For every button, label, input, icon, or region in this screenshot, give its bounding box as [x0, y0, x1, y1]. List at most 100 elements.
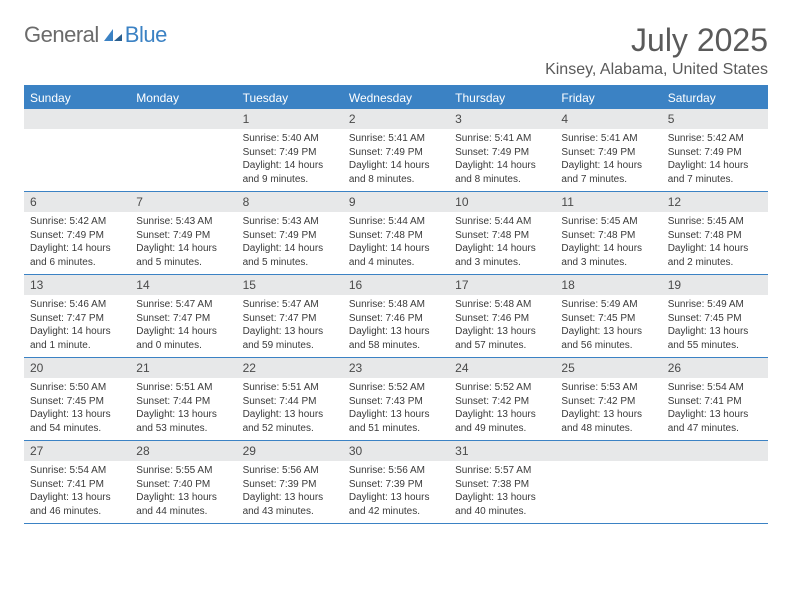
day-number: 21 — [130, 358, 236, 378]
daylight-text: Daylight: 14 hours and 1 minute. — [30, 325, 124, 352]
sunrise-text: Sunrise: 5:42 AM — [30, 215, 124, 229]
day-cell: 25Sunrise: 5:53 AMSunset: 7:42 PMDayligh… — [555, 358, 661, 440]
day-number — [24, 109, 130, 129]
weekday-header-row: SundayMondayTuesdayWednesdayThursdayFrid… — [24, 87, 768, 109]
title-block: July 2025 Kinsey, Alabama, United States — [545, 22, 768, 79]
day-details: Sunrise: 5:40 AMSunset: 7:49 PMDaylight:… — [237, 129, 343, 190]
day-number: 14 — [130, 275, 236, 295]
day-details: Sunrise: 5:56 AMSunset: 7:39 PMDaylight:… — [343, 461, 449, 522]
day-number: 22 — [237, 358, 343, 378]
day-cell: 1Sunrise: 5:40 AMSunset: 7:49 PMDaylight… — [237, 109, 343, 191]
day-cell: 7Sunrise: 5:43 AMSunset: 7:49 PMDaylight… — [130, 192, 236, 274]
daylight-text: Daylight: 14 hours and 0 minutes. — [136, 325, 230, 352]
day-details: Sunrise: 5:41 AMSunset: 7:49 PMDaylight:… — [555, 129, 661, 190]
day-details: Sunrise: 5:42 AMSunset: 7:49 PMDaylight:… — [662, 129, 768, 190]
day-cell: 12Sunrise: 5:45 AMSunset: 7:48 PMDayligh… — [662, 192, 768, 274]
daylight-text: Daylight: 14 hours and 8 minutes. — [455, 159, 549, 186]
day-details: Sunrise: 5:43 AMSunset: 7:49 PMDaylight:… — [237, 212, 343, 273]
sunrise-text: Sunrise: 5:45 AM — [561, 215, 655, 229]
sunrise-text: Sunrise: 5:41 AM — [561, 132, 655, 146]
location-text: Kinsey, Alabama, United States — [545, 61, 768, 79]
day-cell: 23Sunrise: 5:52 AMSunset: 7:43 PMDayligh… — [343, 358, 449, 440]
daylight-text: Daylight: 14 hours and 3 minutes. — [455, 242, 549, 269]
sunset-text: Sunset: 7:39 PM — [243, 478, 337, 492]
day-number: 29 — [237, 441, 343, 461]
day-number: 4 — [555, 109, 661, 129]
day-number: 16 — [343, 275, 449, 295]
daylight-text: Daylight: 13 hours and 44 minutes. — [136, 491, 230, 518]
day-details: Sunrise: 5:45 AMSunset: 7:48 PMDaylight:… — [662, 212, 768, 273]
logo-text-blue: Blue — [125, 22, 167, 48]
week-row: 20Sunrise: 5:50 AMSunset: 7:45 PMDayligh… — [24, 358, 768, 441]
sunrise-text: Sunrise: 5:41 AM — [455, 132, 549, 146]
day-cell — [555, 441, 661, 523]
sunset-text: Sunset: 7:49 PM — [30, 229, 124, 243]
day-number: 7 — [130, 192, 236, 212]
sunset-text: Sunset: 7:49 PM — [136, 229, 230, 243]
day-number: 15 — [237, 275, 343, 295]
day-details: Sunrise: 5:54 AMSunset: 7:41 PMDaylight:… — [662, 378, 768, 439]
week-row: 13Sunrise: 5:46 AMSunset: 7:47 PMDayligh… — [24, 275, 768, 358]
day-cell: 16Sunrise: 5:48 AMSunset: 7:46 PMDayligh… — [343, 275, 449, 357]
logo-sail-icon — [103, 28, 123, 42]
sunrise-text: Sunrise: 5:41 AM — [349, 132, 443, 146]
daylight-text: Daylight: 13 hours and 58 minutes. — [349, 325, 443, 352]
day-number: 1 — [237, 109, 343, 129]
day-cell: 9Sunrise: 5:44 AMSunset: 7:48 PMDaylight… — [343, 192, 449, 274]
day-number: 27 — [24, 441, 130, 461]
day-cell: 29Sunrise: 5:56 AMSunset: 7:39 PMDayligh… — [237, 441, 343, 523]
day-details — [555, 461, 661, 468]
sunset-text: Sunset: 7:48 PM — [349, 229, 443, 243]
day-cell: 21Sunrise: 5:51 AMSunset: 7:44 PMDayligh… — [130, 358, 236, 440]
day-details: Sunrise: 5:41 AMSunset: 7:49 PMDaylight:… — [343, 129, 449, 190]
sunrise-text: Sunrise: 5:46 AM — [30, 298, 124, 312]
day-details: Sunrise: 5:42 AMSunset: 7:49 PMDaylight:… — [24, 212, 130, 273]
sunset-text: Sunset: 7:49 PM — [243, 229, 337, 243]
weekday-header-cell: Tuesday — [237, 87, 343, 109]
day-cell: 11Sunrise: 5:45 AMSunset: 7:48 PMDayligh… — [555, 192, 661, 274]
day-number: 25 — [555, 358, 661, 378]
sunset-text: Sunset: 7:49 PM — [455, 146, 549, 160]
day-details — [24, 129, 130, 136]
daylight-text: Daylight: 13 hours and 54 minutes. — [30, 408, 124, 435]
daylight-text: Daylight: 13 hours and 56 minutes. — [561, 325, 655, 352]
calendar-page: General Blue July 2025 Kinsey, Alabama, … — [0, 0, 792, 534]
week-row: 27Sunrise: 5:54 AMSunset: 7:41 PMDayligh… — [24, 441, 768, 524]
logo-text-general: General — [24, 22, 99, 48]
day-number: 20 — [24, 358, 130, 378]
sunrise-text: Sunrise: 5:53 AM — [561, 381, 655, 395]
day-details: Sunrise: 5:50 AMSunset: 7:45 PMDaylight:… — [24, 378, 130, 439]
sunrise-text: Sunrise: 5:51 AM — [136, 381, 230, 395]
day-details: Sunrise: 5:49 AMSunset: 7:45 PMDaylight:… — [662, 295, 768, 356]
daylight-text: Daylight: 13 hours and 43 minutes. — [243, 491, 337, 518]
sunset-text: Sunset: 7:47 PM — [243, 312, 337, 326]
day-cell: 10Sunrise: 5:44 AMSunset: 7:48 PMDayligh… — [449, 192, 555, 274]
day-number: 2 — [343, 109, 449, 129]
day-cell: 18Sunrise: 5:49 AMSunset: 7:45 PMDayligh… — [555, 275, 661, 357]
sunset-text: Sunset: 7:45 PM — [30, 395, 124, 409]
day-number: 10 — [449, 192, 555, 212]
day-details: Sunrise: 5:57 AMSunset: 7:38 PMDaylight:… — [449, 461, 555, 522]
day-details: Sunrise: 5:44 AMSunset: 7:48 PMDaylight:… — [343, 212, 449, 273]
sunset-text: Sunset: 7:40 PM — [136, 478, 230, 492]
day-cell — [130, 109, 236, 191]
day-cell: 22Sunrise: 5:51 AMSunset: 7:44 PMDayligh… — [237, 358, 343, 440]
calendar-grid: SundayMondayTuesdayWednesdayThursdayFrid… — [24, 85, 768, 524]
sunset-text: Sunset: 7:48 PM — [455, 229, 549, 243]
daylight-text: Daylight: 14 hours and 5 minutes. — [136, 242, 230, 269]
daylight-text: Daylight: 13 hours and 40 minutes. — [455, 491, 549, 518]
sunset-text: Sunset: 7:38 PM — [455, 478, 549, 492]
day-number: 30 — [343, 441, 449, 461]
sunrise-text: Sunrise: 5:49 AM — [561, 298, 655, 312]
day-cell: 4Sunrise: 5:41 AMSunset: 7:49 PMDaylight… — [555, 109, 661, 191]
weeks-container: 1Sunrise: 5:40 AMSunset: 7:49 PMDaylight… — [24, 109, 768, 524]
day-cell: 14Sunrise: 5:47 AMSunset: 7:47 PMDayligh… — [130, 275, 236, 357]
sunset-text: Sunset: 7:44 PM — [243, 395, 337, 409]
week-row: 6Sunrise: 5:42 AMSunset: 7:49 PMDaylight… — [24, 192, 768, 275]
day-cell: 5Sunrise: 5:42 AMSunset: 7:49 PMDaylight… — [662, 109, 768, 191]
day-cell: 24Sunrise: 5:52 AMSunset: 7:42 PMDayligh… — [449, 358, 555, 440]
weekday-header-cell: Thursday — [449, 87, 555, 109]
sunset-text: Sunset: 7:49 PM — [561, 146, 655, 160]
daylight-text: Daylight: 13 hours and 59 minutes. — [243, 325, 337, 352]
day-details: Sunrise: 5:46 AMSunset: 7:47 PMDaylight:… — [24, 295, 130, 356]
